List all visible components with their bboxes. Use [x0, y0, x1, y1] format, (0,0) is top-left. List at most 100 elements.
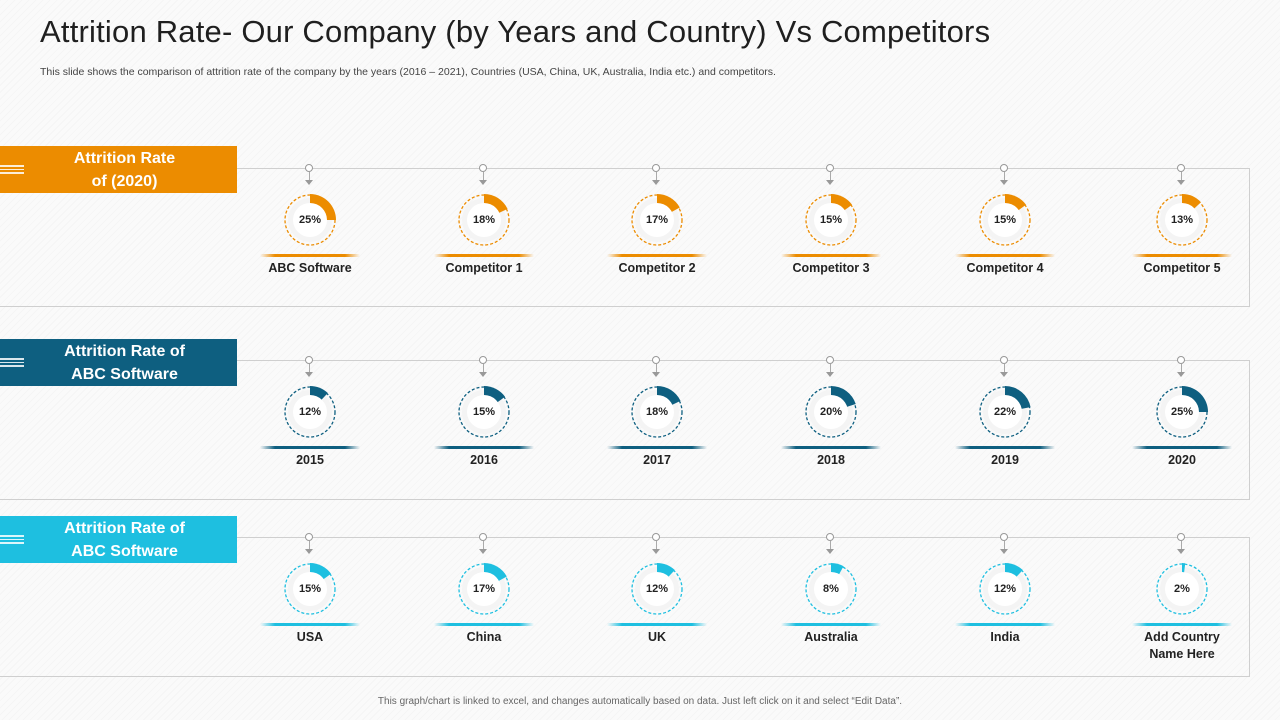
- category-label: ABC Software: [268, 261, 352, 275]
- category-label: India: [990, 630, 1020, 644]
- pin-dot-icon: [1177, 533, 1185, 541]
- value-label: 20%: [819, 406, 843, 418]
- donut-chart: [1156, 563, 1208, 615]
- underline-bar: [1132, 623, 1232, 626]
- section-title-tag: Attrition Rate of ABC Software: [0, 516, 237, 563]
- donut-hole: [988, 395, 1022, 429]
- underline-bar: [260, 254, 360, 257]
- pin-arrow-icon: [479, 549, 487, 554]
- donut-hole: [814, 395, 848, 429]
- pin-line: [656, 541, 657, 550]
- underline-bar: [781, 623, 881, 626]
- menu-lines-icon: [0, 535, 24, 544]
- pin-dot-icon: [826, 164, 834, 172]
- value-label: 12%: [993, 583, 1017, 595]
- pin-arrow-icon: [305, 372, 313, 377]
- underline-bar: [781, 254, 881, 257]
- category-label: China: [466, 630, 502, 644]
- category-label: Add Country Name Here: [1144, 630, 1220, 661]
- pin-line: [656, 364, 657, 373]
- value-label: 15%: [298, 583, 322, 595]
- category-label: Competitor 5: [1143, 261, 1221, 275]
- section-title-tag: Attrition Rate of (2020): [0, 146, 237, 193]
- category-label: 2018: [817, 453, 845, 467]
- pin-arrow-icon: [652, 180, 660, 185]
- footer-note: This graph/chart is linked to excel, and…: [377, 696, 903, 707]
- donut-chart: [1156, 194, 1208, 246]
- donut-chart: [631, 194, 683, 246]
- pin-dot-icon: [1000, 356, 1008, 364]
- value-label: 18%: [645, 406, 669, 418]
- pin-line: [1004, 172, 1005, 181]
- pin-dot-icon: [1177, 356, 1185, 364]
- section-title: Attrition Rate of (2020): [73, 149, 176, 190]
- value-label: 15%: [993, 214, 1017, 226]
- pin-dot-icon: [826, 356, 834, 364]
- pin-line: [830, 172, 831, 181]
- donut-hole: [640, 395, 674, 429]
- category-label: Competitor 2: [618, 261, 696, 275]
- value-label: 17%: [645, 214, 669, 226]
- pin-line: [483, 364, 484, 373]
- donut-chart: [979, 194, 1031, 246]
- pin-dot-icon: [479, 356, 487, 364]
- pin-dot-icon: [305, 533, 313, 541]
- section-panel: [0, 537, 1250, 677]
- underline-bar: [781, 446, 881, 449]
- donut-chart: [631, 386, 683, 438]
- page-title: Attrition Rate- Our Company (by Years an…: [40, 14, 991, 49]
- pin-arrow-icon: [479, 372, 487, 377]
- donut-hole: [293, 395, 327, 429]
- pin-arrow-icon: [1000, 372, 1008, 377]
- pin-dot-icon: [652, 356, 660, 364]
- underline-bar: [260, 623, 360, 626]
- value-label: 2%: [1174, 583, 1190, 595]
- pin-line: [1181, 541, 1182, 550]
- pin-dot-icon: [1000, 164, 1008, 172]
- value-label: 17%: [472, 583, 496, 595]
- donut-chart: [458, 386, 510, 438]
- donut-chart: [805, 563, 857, 615]
- category-label: Competitor 1: [445, 261, 523, 275]
- donut-chart: [631, 563, 683, 615]
- category-label: 2015: [296, 453, 324, 467]
- pin-dot-icon: [652, 164, 660, 172]
- pin-line: [309, 541, 310, 550]
- section-title: Attrition Rate of ABC Software: [64, 342, 185, 383]
- donut-hole: [293, 203, 327, 237]
- category-label: Competitor 4: [966, 261, 1044, 275]
- page-subtitle: This slide shows the comparison of attri…: [40, 66, 776, 78]
- pin-line: [1181, 172, 1182, 181]
- value-label: 13%: [1170, 214, 1194, 226]
- menu-lines-icon: [0, 165, 24, 174]
- pin-arrow-icon: [1000, 549, 1008, 554]
- underline-bar: [955, 623, 1055, 626]
- pin-line: [483, 541, 484, 550]
- section-title-tag: Attrition Rate of ABC Software: [0, 339, 237, 386]
- underline-bar: [434, 446, 534, 449]
- pin-dot-icon: [305, 164, 313, 172]
- underline-bar: [607, 254, 707, 257]
- underline-bar: [1132, 446, 1232, 449]
- donut-chart: [284, 386, 336, 438]
- underline-bar: [1132, 254, 1232, 257]
- pin-line: [1004, 364, 1005, 373]
- donut-hole: [640, 203, 674, 237]
- donut-hole: [467, 203, 501, 237]
- underline-bar: [955, 254, 1055, 257]
- underline-bar: [434, 623, 534, 626]
- donut-hole: [640, 572, 674, 606]
- pin-arrow-icon: [652, 549, 660, 554]
- pin-line: [830, 364, 831, 373]
- pin-line: [483, 172, 484, 181]
- section-title: Attrition Rate of ABC Software: [64, 519, 185, 560]
- pin-dot-icon: [652, 533, 660, 541]
- pin-arrow-icon: [652, 372, 660, 377]
- pin-arrow-icon: [305, 180, 313, 185]
- pin-arrow-icon: [1177, 372, 1185, 377]
- value-label: 8%: [823, 583, 839, 595]
- underline-bar: [260, 446, 360, 449]
- donut-hole: [293, 572, 327, 606]
- pin-dot-icon: [826, 533, 834, 541]
- pin-line: [309, 364, 310, 373]
